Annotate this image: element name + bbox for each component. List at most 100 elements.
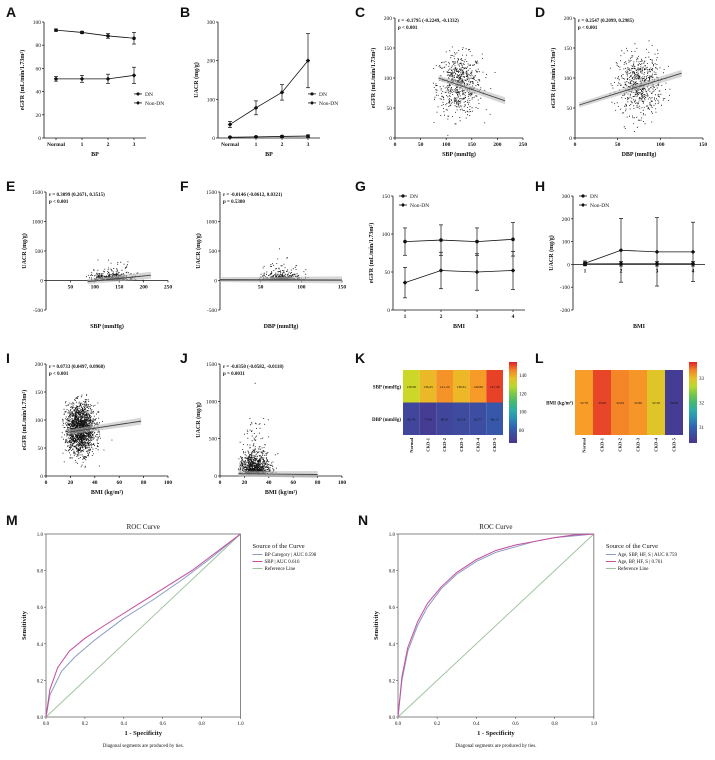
data-point	[438, 268, 444, 273]
y-tick-label: 0.8	[37, 570, 44, 575]
y-tick-label: 100	[384, 76, 393, 82]
data-point	[474, 269, 480, 275]
chart-svg-B: 0 100 200 300 Normal 1 2 3 BP UACR (mg/g) DN Non-DN	[193, 20, 338, 158]
panel-label: A	[6, 4, 17, 20]
y-tick-label: 150	[384, 46, 393, 52]
legend-label: DN	[145, 92, 153, 98]
x-tick-label: 0.2	[434, 722, 441, 727]
y-axis-title: eGFR (mL/min/1.73m²)	[370, 48, 377, 108]
series-DN	[228, 134, 310, 140]
stat-annotation: r = 0.2547 (0.2099, 0.2985)	[578, 19, 634, 24]
legend-label: DN	[590, 194, 598, 200]
y-tick-label: 0	[569, 136, 572, 142]
legend-label: Non-DN	[319, 101, 338, 107]
x-tick-label: 0.4	[473, 722, 480, 727]
axes: 0 100 200 300 Normal 1 2 3 BP UACR (mg/g)	[193, 20, 320, 158]
x-tick-label: 50	[418, 142, 424, 148]
y-tick-label: 200	[384, 16, 393, 22]
data-point	[402, 280, 408, 285]
x-axis-title: 1 - Specificity	[477, 730, 515, 737]
cell-value: 82.77	[474, 417, 482, 421]
y-tick-label: 1.0	[389, 533, 396, 538]
legend: DN Non-DN	[579, 194, 609, 209]
fit-line	[87, 274, 151, 283]
chart-title: ROC Curve	[127, 523, 160, 531]
y-tick-label: 0.2	[37, 679, 44, 684]
stat-annotation: p < 0.001	[49, 372, 69, 377]
panel-C: C 0 50 100 150 200 0 50 100 150 200 250 SBP (mmHg) eG…	[355, 4, 533, 164]
heatmap-cell	[419, 370, 437, 403]
chart-svg-H: -200-10001002003001234BMIUACR (mg/g)DNNo…	[548, 194, 705, 330]
y-tick-label: 1.0	[37, 533, 44, 538]
data-point	[132, 36, 136, 41]
x-tick-label: 250	[164, 285, 173, 291]
y-tick-label: 0	[214, 474, 217, 480]
series-Non-DN	[582, 217, 696, 287]
axes: 0 50 100 150 200 0 20 40 60 80 100 BMI (kg/m²) eGFR …	[21, 362, 172, 496]
panel-G: G 0 50 100 150 1 2 3 4 BMI eGFR (mL/min/1.73m²) DN N…	[355, 178, 533, 336]
heatmap-cell	[436, 370, 453, 403]
panel-label: F	[180, 178, 189, 194]
heatmap-cell	[403, 370, 420, 403]
y-tick-label: 0.6	[37, 606, 44, 611]
legend-label: Reference Line	[265, 567, 296, 572]
x-tick-label: 80	[141, 480, 147, 486]
panel-label: J	[180, 350, 188, 366]
data-point	[582, 260, 588, 266]
column-label: CKD-4	[476, 437, 481, 451]
legend-label: Non-DN	[145, 101, 164, 107]
panel-label: N	[358, 512, 369, 528]
data-point	[227, 122, 233, 127]
roc-curve-0	[45, 533, 241, 718]
data-point	[618, 248, 624, 253]
x-tick-label: 2	[440, 314, 443, 320]
x-axis-title: BMI (kg/m²)	[265, 489, 297, 496]
panel-label: E	[6, 178, 16, 194]
chart-svg-M: ROC Curve 0.0 0.2 0.4 0.6 0.8 1.0 0.0 0.2 0.4 0.6 0…	[21, 523, 317, 749]
x-axis-title: DBP (mmHg)	[622, 151, 657, 158]
column-label: CKD-1	[426, 437, 431, 451]
stat-annotation: p = 0.5380	[223, 200, 245, 205]
x-tick-label: 0.0	[395, 722, 402, 727]
chart-svg-F: -500 0 500 1000 1500 50 100 150 DBP (mmHg) UACR (…	[195, 190, 346, 330]
x-tick-label: 1.0	[237, 722, 244, 727]
panel-D: D 0 50 100 150 200 0 50 100 150 DBP (mmHg) eGFR (mL…	[535, 4, 713, 164]
x-tick-label: 1.0	[591, 722, 598, 727]
confidence-band	[579, 69, 682, 108]
x-tick-label: Normal	[47, 142, 65, 148]
x-tick-label: 0	[219, 480, 222, 486]
stat-annotation: r = -0.1795 (-0.2249, -0.1332)	[398, 19, 459, 24]
legend-marker	[581, 203, 585, 207]
y-axis-title: Sensitivity	[373, 610, 380, 640]
chart-svg-G: 0 50 100 150 1 2 3 4 BMI eGFR (mL/min/1.73m²) DN No…	[368, 194, 525, 330]
legend-marker	[136, 92, 140, 96]
y-tick-label: 300	[562, 194, 571, 200]
cell-value: 130.00	[407, 385, 417, 389]
x-tick-label: 100	[297, 285, 306, 291]
panel-label: H	[535, 178, 546, 194]
cell-value: 32.78	[580, 401, 588, 405]
heatmap-cell	[469, 370, 487, 403]
color-scale-bar	[509, 362, 517, 443]
data-point	[80, 30, 84, 35]
x-tick-label: Normal	[221, 142, 239, 148]
y-tick-label: -100	[560, 285, 570, 291]
y-tick-label: 0	[389, 136, 392, 142]
y-tick-label: 1500	[32, 190, 43, 196]
legend-marker	[401, 203, 405, 207]
data-point	[106, 34, 110, 38]
legend: DN Non-DN	[134, 92, 164, 107]
y-tick-label: 150	[382, 194, 391, 200]
scatter-point-cloud	[258, 248, 309, 281]
stat-annotation: r = 0.3099 (0.2671, 0.3515)	[49, 193, 105, 198]
x-axis-title: 1 - Specificity	[124, 730, 162, 737]
x-tick-label: 100	[338, 480, 347, 486]
data-point	[54, 28, 58, 32]
x-axis-title: BP	[265, 152, 273, 158]
heatmap-cell	[453, 370, 470, 403]
data-point	[253, 105, 259, 111]
y-tick-label: 0.6	[389, 606, 396, 611]
row-label: DBP (mmHg)	[372, 418, 401, 423]
y-tick-label: -200	[560, 308, 570, 314]
x-tick-label: 1	[81, 142, 84, 148]
